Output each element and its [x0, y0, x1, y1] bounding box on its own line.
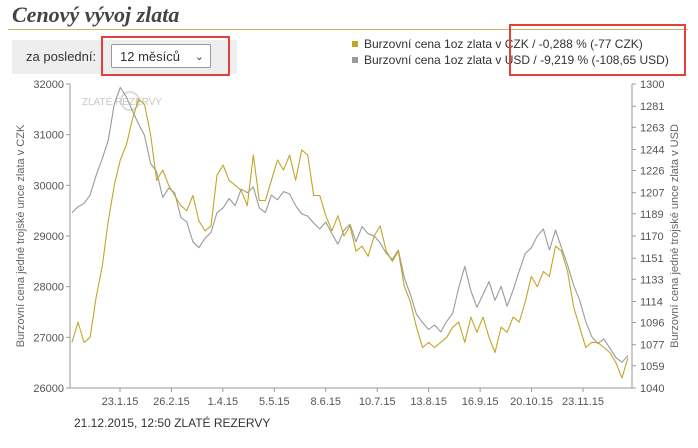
- x-tick-label: 20.10.15: [510, 396, 553, 408]
- y-right-tick-label: 1040: [640, 383, 664, 395]
- y-right-tick-label: 1226: [640, 166, 664, 178]
- y-right-tick-label: 1207: [640, 188, 664, 200]
- x-tick-label: 10.7.15: [359, 396, 396, 408]
- x-tick-label: 23.11.15: [562, 396, 604, 408]
- period-select[interactable]: 12 měsíců ⌄: [111, 44, 211, 68]
- legend-highlight-box: [509, 24, 686, 76]
- czk-series-line: [71, 98, 629, 379]
- y-left-tick-label: 29000: [33, 231, 64, 243]
- x-tick-label: 8.6.15: [310, 396, 341, 408]
- y-left-tick-label: 32000: [33, 79, 64, 91]
- y-right-tick-label: 1189: [640, 209, 664, 221]
- y-left-tick-label: 30000: [33, 180, 64, 192]
- legend-swatch-czk: [352, 41, 358, 47]
- y-right-tick-label: 1244: [640, 144, 664, 156]
- x-tick-label: 16.9.15: [462, 396, 499, 408]
- x-tick-label: 13.8.15: [410, 396, 447, 408]
- x-tick-label: 26.2.15: [153, 396, 190, 408]
- x-tick-label: 23.1.15: [102, 396, 139, 408]
- x-tick-label: 5.5.15: [259, 396, 290, 408]
- y-right-tick-label: 1263: [640, 122, 664, 134]
- legend-swatch-usd: [352, 57, 358, 63]
- usd-series-line: [71, 86, 629, 363]
- y-right-tick-label: 1077: [640, 340, 664, 352]
- period-label: za poslední:: [26, 49, 97, 64]
- legend-label-czk: Burzovní cena 1oz zlata v CZK: [364, 37, 529, 51]
- legend-change-czk: -0,288 % (-77 CZK): [538, 37, 643, 51]
- y-right-tick-label: 1114: [640, 296, 663, 308]
- y-right-axis-title: Burzovní cena jedné trojské unce zlata v…: [669, 124, 681, 348]
- page-title: Cenový vývoj zlata: [12, 2, 180, 27]
- footer-timestamp: 21.12.2015, 12:50 ZLATÉ REZERVY: [74, 416, 271, 430]
- y-left-tick-label: 28000: [33, 282, 64, 294]
- y-right-tick-label: 1133: [640, 274, 664, 286]
- watermark-logo: [120, 91, 140, 111]
- y-left-axis-title: Burzovní cena jedné trojské unce zlata v…: [15, 124, 27, 347]
- chevron-down-icon: ⌄: [194, 51, 204, 63]
- legend-label-usd: Burzovní cena 1oz zlata v USD: [364, 53, 531, 67]
- x-tick-label: 1.4.15: [208, 396, 239, 408]
- watermark-text: ZLATÉ REZERVY: [82, 95, 163, 108]
- legend-item-czk[interactable]: Burzovní cena 1oz zlata v CZK / -0,288 %…: [352, 36, 669, 52]
- y-right-tick-label: 1151: [640, 253, 664, 265]
- chart-legend: Burzovní cena 1oz zlata v CZK / -0,288 %…: [352, 36, 669, 68]
- y-right-tick-label: 1170: [640, 231, 664, 243]
- title-divider: [8, 29, 688, 30]
- y-left-tick-label: 27000: [33, 332, 64, 344]
- legend-item-usd[interactable]: Burzovní cena 1oz zlata v USD / -9,219 %…: [352, 52, 669, 68]
- period-filter: za poslední: 12 měsíců ⌄: [12, 40, 237, 74]
- y-right-tick-label: 1059: [640, 361, 664, 373]
- period-highlight-box: [101, 36, 230, 76]
- period-select-value: 12 měsíců: [120, 49, 180, 64]
- y-right-tick-label: 1096: [640, 318, 664, 330]
- y-right-tick-label: 1300: [640, 79, 664, 91]
- legend-change-usd: -9,219 % (-108,65 USD): [540, 53, 669, 67]
- y-left-tick-label: 26000: [33, 383, 64, 395]
- y-right-tick-label: 1281: [640, 101, 664, 113]
- y-left-tick-label: 31000: [33, 130, 64, 142]
